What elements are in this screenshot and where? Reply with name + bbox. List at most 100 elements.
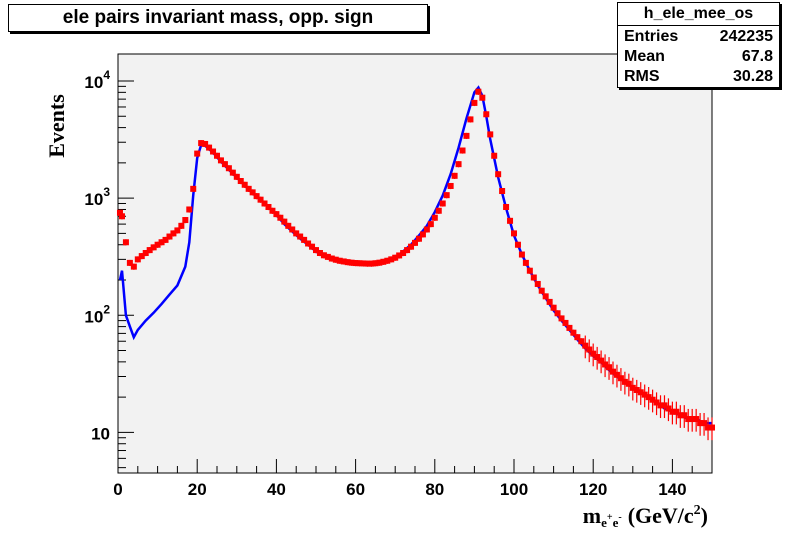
x-tick-label: 60 (346, 480, 365, 499)
data-point (661, 402, 668, 409)
data-point (134, 256, 141, 263)
data-point (705, 424, 712, 431)
data-point (554, 310, 561, 317)
data-point (221, 161, 228, 168)
data-point (388, 256, 395, 263)
data-point (558, 315, 565, 322)
data-point (503, 203, 510, 210)
data-point (150, 244, 157, 251)
stats-value: 67.8 (741, 48, 773, 65)
data-point (297, 233, 304, 240)
data-point (202, 140, 209, 147)
data-point (435, 207, 442, 214)
data-point (198, 140, 205, 147)
x-tick-label: 0 (113, 480, 122, 499)
data-point (645, 394, 652, 401)
data-point (495, 171, 502, 178)
x-tick-label: 20 (188, 480, 207, 499)
plot-frame (117, 53, 713, 474)
data-point (170, 230, 177, 237)
data-point (277, 214, 284, 221)
data-point (443, 192, 450, 199)
data-point (423, 226, 430, 233)
data-point (633, 387, 640, 394)
data-point (194, 150, 201, 157)
data-point (673, 408, 680, 415)
x-tick-label: 40 (267, 480, 286, 499)
data-point (126, 259, 133, 266)
data-point (233, 173, 240, 180)
data-point (518, 251, 525, 258)
chart-title: ele pairs invariant mass, opp. sign (8, 4, 428, 32)
data-point (265, 203, 272, 210)
data-point (229, 169, 236, 176)
data-point (340, 258, 347, 265)
y-tick-label: 102 (84, 302, 110, 326)
data-point (439, 200, 446, 207)
data-point (146, 247, 153, 254)
data-point (130, 263, 137, 270)
data-point (610, 368, 616, 375)
data-point (138, 253, 145, 260)
data-point (621, 378, 628, 385)
data-point (356, 260, 363, 267)
data-point (122, 239, 129, 246)
x-tick-label: 120 (579, 480, 607, 499)
data-point (681, 412, 688, 419)
data-point (261, 200, 268, 207)
data-point (245, 185, 252, 192)
data-point (578, 338, 585, 345)
data-point (582, 342, 589, 349)
data-point (491, 152, 498, 159)
data-point (225, 165, 232, 172)
data-point (344, 259, 351, 266)
data-point (566, 324, 573, 331)
y-tick-label: 104 (84, 68, 110, 92)
data-point (562, 319, 569, 326)
data-point (511, 230, 517, 237)
data-point (649, 396, 656, 403)
data-point (214, 152, 220, 159)
data-point (637, 389, 644, 396)
data-point (606, 364, 613, 371)
data-point (316, 249, 323, 256)
data-point (590, 350, 597, 357)
stats-row-entries: Entries 242235 (618, 26, 779, 46)
data-point (154, 241, 161, 248)
data-point (526, 267, 533, 274)
data-point (693, 416, 700, 423)
stats-row-rms: RMS 30.28 (618, 66, 779, 86)
data-point (116, 209, 123, 216)
data-point (617, 375, 624, 382)
data-point (613, 371, 620, 378)
stats-title: h_ele_mee_os (618, 3, 779, 26)
data-point (174, 227, 181, 234)
data-point (467, 116, 474, 123)
data-point (538, 287, 545, 294)
data-point (253, 193, 260, 200)
data-point (305, 240, 312, 247)
series-markers-red (116, 88, 715, 441)
data-point (641, 391, 648, 398)
data-point (324, 253, 331, 260)
data-point (483, 111, 490, 118)
data-point (431, 214, 438, 221)
series-layer (116, 85, 715, 441)
data-point (471, 99, 478, 106)
x-axis-title: me+e- (GeV/c2) (583, 503, 708, 530)
data-point (166, 233, 173, 240)
stats-label: RMS (624, 68, 660, 85)
data-point (404, 247, 411, 254)
x-tick-label: 100 (500, 480, 528, 499)
data-point (459, 147, 466, 154)
stats-row-mean: Mean 67.8 (618, 46, 779, 66)
data-point (273, 211, 280, 218)
data-point (657, 402, 664, 409)
data-point (685, 416, 692, 423)
data-point (427, 221, 434, 228)
data-point (530, 274, 537, 281)
data-point (257, 196, 264, 203)
data-point (392, 254, 399, 261)
data-point (269, 207, 276, 214)
